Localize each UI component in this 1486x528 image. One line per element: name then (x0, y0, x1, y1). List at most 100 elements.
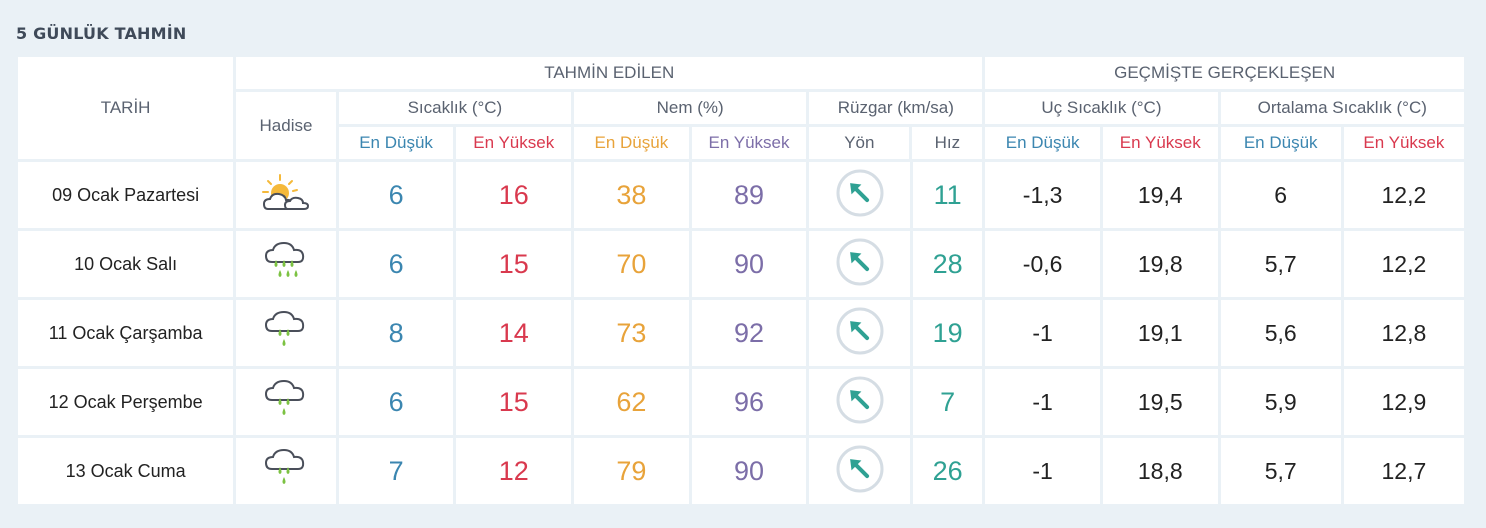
weather-cell (236, 300, 336, 366)
subheader-humidity-max: En Yüksek (691, 127, 807, 159)
wind-direction-northwest-icon (835, 168, 885, 223)
humidity-max-value: 90 (691, 231, 807, 297)
average-max-value: 12,9 (1343, 369, 1465, 435)
humidity-cell: 70 90 (574, 231, 807, 297)
wind-direction-northwest-icon (835, 444, 885, 499)
header-ortalama-sicaklik: Ortalama Sıcaklık (°C) (1220, 92, 1464, 124)
temp-min-value: 8 (338, 300, 454, 366)
header-uc-sicaklik: Uç Sıcaklık (°C) (985, 92, 1218, 124)
subheader-average-min: En Düşük (1220, 127, 1341, 159)
header-gecmiste-gerceklesen: GEÇMİŞTE GERÇEKLEŞEN (985, 57, 1464, 89)
weather-cell (236, 438, 336, 504)
header-tahmin-edilen: TAHMİN EDİLEN (236, 57, 983, 89)
extreme-temperature-cell: -1 19,5 (985, 369, 1218, 435)
header-nem: Nem (%) (574, 92, 807, 124)
temp-min-value: 6 (338, 231, 454, 297)
humidity-max-value: 90 (691, 438, 807, 504)
temperature-cell: 7 12 (338, 438, 572, 504)
wind-speed-value: 26 (912, 438, 983, 504)
table-row: 11 Ocak Çarşamba 8 14 73 92 19 -1 19,1 5,6 12,8 (18, 300, 1465, 366)
average-temperature-cell: 5,6 12,8 (1220, 300, 1465, 366)
temp-min-value: 6 (338, 369, 454, 435)
wind-direction-northwest-icon (835, 375, 885, 430)
light-rain-cloud-icon (262, 447, 310, 496)
table-row: 09 Ocak Pazartesi 6 16 38 89 11 -1,3 19,4 6 12,2 (18, 162, 1465, 228)
header-tarih: TARİH (18, 57, 234, 159)
wind-direction-cell (809, 300, 910, 366)
date-cell: 11 Ocak Çarşamba (18, 300, 234, 366)
extreme-max-value: 19,4 (1102, 162, 1218, 228)
average-temperature-cell: 5,7 12,7 (1220, 438, 1465, 504)
temp-max-value: 15 (456, 231, 572, 297)
average-max-value: 12,2 (1343, 162, 1465, 228)
humidity-cell: 62 96 (574, 369, 807, 435)
humidity-max-value: 89 (691, 162, 807, 228)
temp-min-value: 7 (338, 438, 454, 504)
extreme-min-value: -1 (985, 369, 1100, 435)
extreme-min-value: -1 (985, 300, 1100, 366)
header-sicaklik: Sıcaklık (°C) (338, 92, 572, 124)
date-cell: 13 Ocak Cuma (18, 438, 234, 504)
humidity-min-value: 79 (574, 438, 689, 504)
temp-max-value: 16 (456, 162, 572, 228)
rain-cloud-icon (262, 240, 310, 289)
date-cell: 09 Ocak Pazartesi (18, 162, 234, 228)
wind-speed-value: 19 (912, 300, 983, 366)
extreme-max-value: 19,5 (1102, 369, 1218, 435)
humidity-min-value: 70 (574, 231, 689, 297)
temp-max-value: 15 (456, 369, 572, 435)
subheader-wind-direction: Yön (809, 127, 910, 159)
table-row: 13 Ocak Cuma 7 12 79 90 26 -1 18,8 5,7 12,7 (18, 438, 1465, 504)
page-title: 5 GÜNLÜK TAHMİN (16, 24, 187, 43)
weather-cell (236, 369, 336, 435)
extreme-max-value: 19,1 (1102, 300, 1218, 366)
average-min-value: 5,6 (1220, 300, 1341, 366)
average-max-value: 12,7 (1343, 438, 1465, 504)
average-max-value: 12,8 (1343, 300, 1465, 366)
humidity-min-value: 38 (574, 162, 689, 228)
subheader-average-max: En Yüksek (1343, 127, 1465, 159)
date-cell: 12 Ocak Perşembe (18, 369, 234, 435)
subheader-temp-max: En Yüksek (456, 127, 572, 159)
extreme-max-value: 18,8 (1102, 438, 1218, 504)
wind-direction-northwest-icon (835, 237, 885, 292)
wind-direction-cell (809, 369, 910, 435)
average-min-value: 5,9 (1220, 369, 1341, 435)
extreme-min-value: -1,3 (985, 162, 1100, 228)
extreme-temperature-cell: -1 19,1 (985, 300, 1218, 366)
date-cell: 10 Ocak Salı (18, 231, 234, 297)
average-temperature-cell: 5,7 12,2 (1220, 231, 1465, 297)
humidity-max-value: 96 (691, 369, 807, 435)
humidity-cell: 73 92 (574, 300, 807, 366)
subheader-extreme-min: En Düşük (985, 127, 1100, 159)
extreme-temperature-cell: -1 18,8 (985, 438, 1218, 504)
wind-speed-value: 7 (912, 369, 983, 435)
average-temperature-cell: 5,9 12,9 (1220, 369, 1465, 435)
extreme-min-value: -0,6 (985, 231, 1100, 297)
average-min-value: 5,7 (1220, 438, 1341, 504)
temp-max-value: 14 (456, 300, 572, 366)
temperature-cell: 8 14 (338, 300, 572, 366)
extreme-temperature-cell: -1,3 19,4 (985, 162, 1218, 228)
subheader-temp-min: En Düşük (338, 127, 454, 159)
weather-cell (236, 162, 336, 228)
temperature-cell: 6 15 (338, 231, 572, 297)
wind-speed-value: 28 (912, 231, 983, 297)
table-row: 12 Ocak Perşembe 6 15 62 96 7 -1 19,5 5,9 12,9 (18, 369, 1465, 435)
weather-cell (236, 231, 336, 297)
table-row: 10 Ocak Salı 6 15 70 90 28 -0,6 19,8 5,7 12,2 (18, 231, 1465, 297)
partly-cloudy-sun-icon (258, 173, 314, 218)
wind-direction-northwest-icon (835, 306, 885, 361)
temp-max-value: 12 (456, 438, 572, 504)
light-rain-cloud-icon (262, 309, 310, 358)
wind-direction-cell (809, 438, 910, 504)
wind-direction-cell (809, 162, 910, 228)
subheader-wind-speed: Hız (912, 127, 983, 159)
subheader-extreme-max: En Yüksek (1102, 127, 1218, 159)
average-min-value: 6 (1220, 162, 1341, 228)
extreme-min-value: -1 (985, 438, 1100, 504)
average-max-value: 12,2 (1343, 231, 1465, 297)
temp-min-value: 6 (338, 162, 454, 228)
header-hadise: Hadise (236, 92, 336, 159)
forecast-table: TARİH TAHMİN EDİLEN GEÇMİŞTE GERÇEKLEŞEN… (15, 54, 1467, 507)
